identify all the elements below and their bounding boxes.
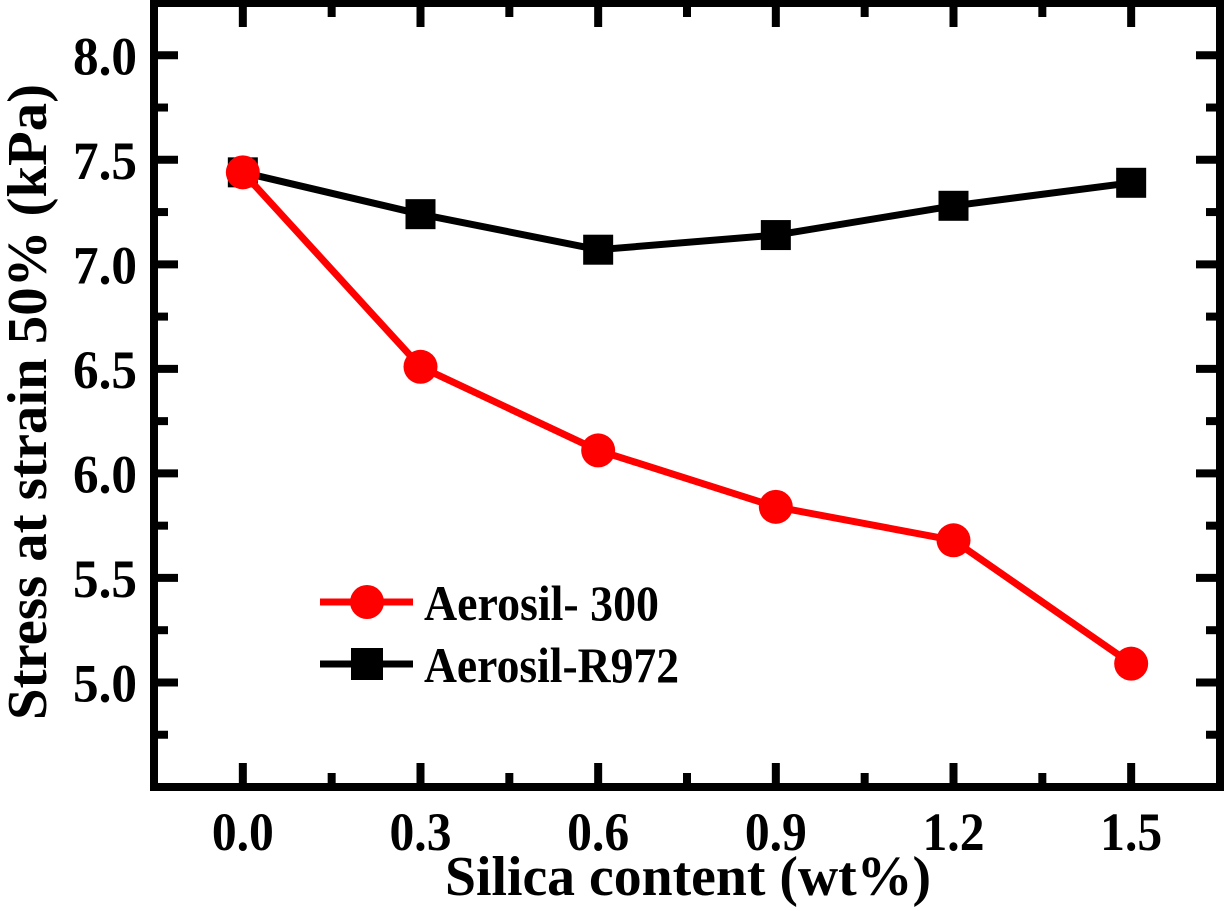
- data-point-aerosil-r972: [938, 190, 969, 221]
- legend-marker-circle: [350, 585, 384, 619]
- data-point-aerosil-300: [581, 433, 616, 468]
- data-point-aerosil-300: [936, 523, 971, 558]
- legend-label-aerosil-r972: Aerosil-R972: [424, 637, 679, 693]
- x-tick-label: 0.6: [567, 802, 629, 862]
- x-tick-label: 1.5: [1100, 802, 1162, 862]
- data-point-aerosil-r972: [583, 234, 614, 265]
- x-axis-title: Silica content (wt%): [445, 846, 931, 908]
- y-tick-label: 7.0: [73, 235, 137, 295]
- x-tick-label: 1.2: [923, 802, 985, 862]
- legend-label-aerosil-300: Aerosil- 300: [424, 575, 659, 631]
- legend-item-aerosil-300: Aerosil- 300: [320, 575, 659, 631]
- x-tick-label: 0.0: [212, 802, 274, 862]
- y-tick-label: 6.0: [73, 444, 137, 504]
- series-line-aerosil-300: [240, 169, 1134, 667]
- data-point-aerosil-300: [403, 349, 438, 384]
- legend-marker-square: [351, 648, 383, 680]
- legend-item-aerosil-r972: Aerosil-R972: [320, 637, 679, 693]
- series-line-aerosil-r972: [242, 168, 1132, 254]
- tick-labels: 0.0 0.3 0.6 0.9 1.2 1.5 5.0 5.5 6.0 6.5 7.0 7.5 8.0: [73, 26, 1162, 862]
- data-point-aerosil-300: [1114, 646, 1149, 681]
- data-point-aerosil-r972: [760, 220, 791, 251]
- series-layer: [225, 155, 1149, 681]
- plot-frame: [150, 0, 1224, 791]
- series-aerosil-300: [225, 155, 1149, 681]
- y-tick-label: 8.0: [73, 26, 137, 86]
- data-point-aerosil-r972: [1116, 167, 1147, 198]
- y-axis-title: Stress at strain 50% (kPa): [0, 84, 59, 720]
- data-point-aerosil-300: [225, 155, 260, 190]
- x-tick-label: 0.3: [390, 802, 452, 862]
- data-point-aerosil-300: [758, 489, 793, 524]
- x-tick-label: 0.9: [745, 802, 807, 862]
- y-tick-label: 5.5: [73, 549, 137, 609]
- legend: Aerosil- 300 Aerosil-R972: [320, 575, 679, 693]
- data-point-aerosil-r972: [405, 199, 436, 230]
- y-tick-label: 7.5: [73, 131, 137, 191]
- y-tick-label: 6.5: [73, 340, 137, 400]
- y-tick-label: 5.0: [73, 653, 137, 713]
